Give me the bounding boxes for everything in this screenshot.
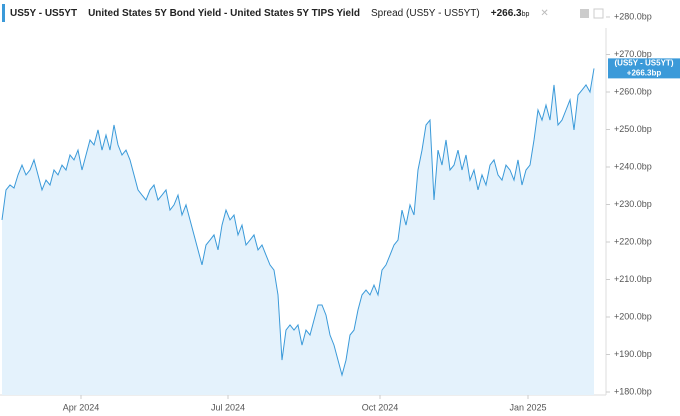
y-tick-label: +220.0bp [614,236,652,246]
header: US5Y - US5YT United States 5Y Bond Yield… [0,0,600,26]
badge-title: (US5Y - US5YT) [615,58,674,67]
series-marker [2,4,5,22]
last-value-number: +266.3 [490,7,522,19]
y-tick-label: +260.0bp [614,86,652,96]
y-tick-label: +210.0bp [614,274,652,284]
last-value: +266.3bp [491,8,530,19]
symbol: US5Y - US5YT [10,7,78,19]
area-fill [2,68,594,396]
x-tick-label: Jan 2025 [509,402,546,412]
icon[interactable] [580,9,589,18]
line [1,68,595,378]
y-tick-label: +280.0bp [614,11,652,21]
y-tick-label: +240.0bp [614,161,652,171]
x-tick-label: Apr 2024 [63,402,100,412]
x-tick-label: Jul 2024 [211,402,245,412]
badge [608,58,680,79]
icon[interactable] [593,8,604,19]
close-icon[interactable]: ✕ [540,7,549,19]
y-tick-label: +190.0bp [614,349,652,359]
x-tick-label: Oct 2024 [362,402,399,412]
y-tick-label: +270.0bp [614,49,652,59]
y-tick-label: +180.0bp [614,386,652,396]
last-value-unit: bp [521,10,530,18]
series-label: Spread (US5Y - US5YT) [371,7,480,19]
y-tick-label: +200.0bp [614,311,652,321]
badge-label: +266.3bp [627,68,662,77]
y-tick-label: +250.0bp [614,124,652,134]
y-tick-label: +230.0bp [614,199,652,209]
description: United States 5Y Bond Yield - United Sta… [88,7,360,19]
